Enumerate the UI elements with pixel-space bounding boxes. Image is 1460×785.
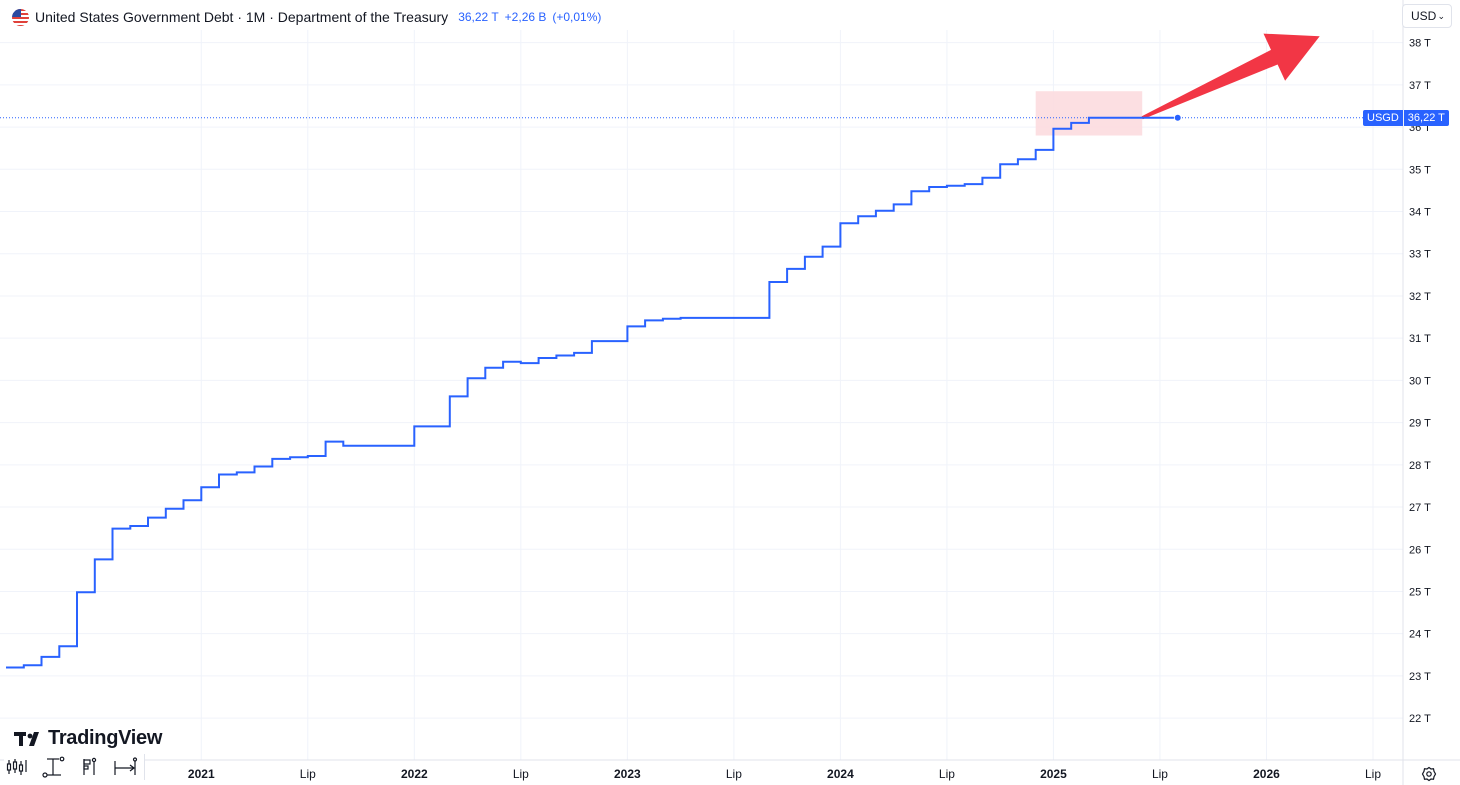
tradingview-logo-icon	[14, 730, 44, 748]
x-tick-label: 2023	[614, 767, 641, 781]
x-tick-label: 2025	[1040, 767, 1067, 781]
y-tick-label: 33 T	[1409, 249, 1431, 261]
crosshair-icon[interactable]	[40, 755, 66, 779]
x-tick-label: 2026	[1253, 767, 1280, 781]
y-axis[interactable]: 22 T 23 T 24 T 25 T 26 T 27 T 28 T 29 T 30 T 31 T…	[1409, 38, 1431, 725]
gear-icon[interactable]	[1419, 764, 1439, 784]
x-tick-label: Lip	[1152, 767, 1168, 781]
y-tick-label: 31 T	[1409, 333, 1431, 345]
currency-label: USD	[1411, 9, 1437, 23]
price-tag-symbol: USGD	[1363, 109, 1403, 126]
candles-icon[interactable]	[4, 755, 30, 779]
chevron-down-icon: ⌄	[1437, 10, 1445, 21]
y-tick-label: 38 T	[1409, 38, 1431, 50]
y-tick-label: 23 T	[1409, 671, 1431, 683]
y-tick-label: 27 T	[1409, 502, 1431, 514]
annotations	[1035, 33, 1320, 136]
x-tick-label: Lip	[939, 767, 955, 781]
series-layer	[0, 113, 1403, 669]
last-value: 36,22 T	[458, 10, 499, 24]
bottom-toolbar	[4, 754, 145, 780]
chart-legend: United States Government Debt · 1M · Dep…	[12, 6, 601, 28]
bar-tool-icon[interactable]	[76, 755, 102, 779]
y-tick-label: 28 T	[1409, 460, 1431, 472]
y-tick-label: 32 T	[1409, 291, 1431, 303]
change-value: +2,26 B	[504, 10, 547, 24]
x-axis[interactable]: 2021 Lip 2022 Lip 2023 Lip 2024 Lip 2025 Lip 2026 L…	[188, 767, 1381, 781]
y-tick-label: 29 T	[1409, 418, 1431, 430]
change-percent: (+0,01%)	[552, 10, 602, 24]
price-tag-value: 36,22 T	[1403, 109, 1449, 126]
x-tick-label: Lip	[300, 767, 316, 781]
y-tick-label: 30 T	[1409, 375, 1431, 387]
y-tick-label: 35 T	[1409, 164, 1431, 176]
y-tick-label: 34 T	[1409, 207, 1431, 219]
y-tick-label: 25 T	[1409, 586, 1431, 598]
currency-dropdown[interactable]: USD ⌄	[1402, 4, 1452, 28]
tradingview-logo-text: TradingView	[48, 727, 163, 749]
x-tick-label: 2021	[188, 767, 215, 781]
us-flag-icon	[12, 8, 29, 26]
x-tick-label: 2024	[827, 767, 854, 781]
y-tick-label: 37 T	[1409, 80, 1431, 92]
trend-arrow	[1141, 33, 1320, 120]
tradingview-logo[interactable]: TradingView	[14, 727, 162, 750]
last-price-label: USGD 36,22 T	[1363, 109, 1449, 126]
x-tick-label: Lip	[726, 767, 742, 781]
debt-series-line	[6, 116, 1178, 669]
date-range-icon[interactable]	[112, 755, 138, 779]
symbol-title[interactable]: United States Government Debt · 1M · Dep…	[35, 9, 449, 25]
highlight-rectangle	[1035, 91, 1143, 136]
last-point-marker	[1173, 113, 1182, 122]
y-tick-label: 22 T	[1409, 713, 1431, 725]
x-tick-label: Lip	[1365, 767, 1381, 781]
y-tick-label: 26 T	[1409, 544, 1431, 556]
x-tick-label: Lip	[513, 767, 529, 781]
x-tick-label: 2022	[401, 767, 428, 781]
y-tick-label: 24 T	[1409, 629, 1431, 641]
